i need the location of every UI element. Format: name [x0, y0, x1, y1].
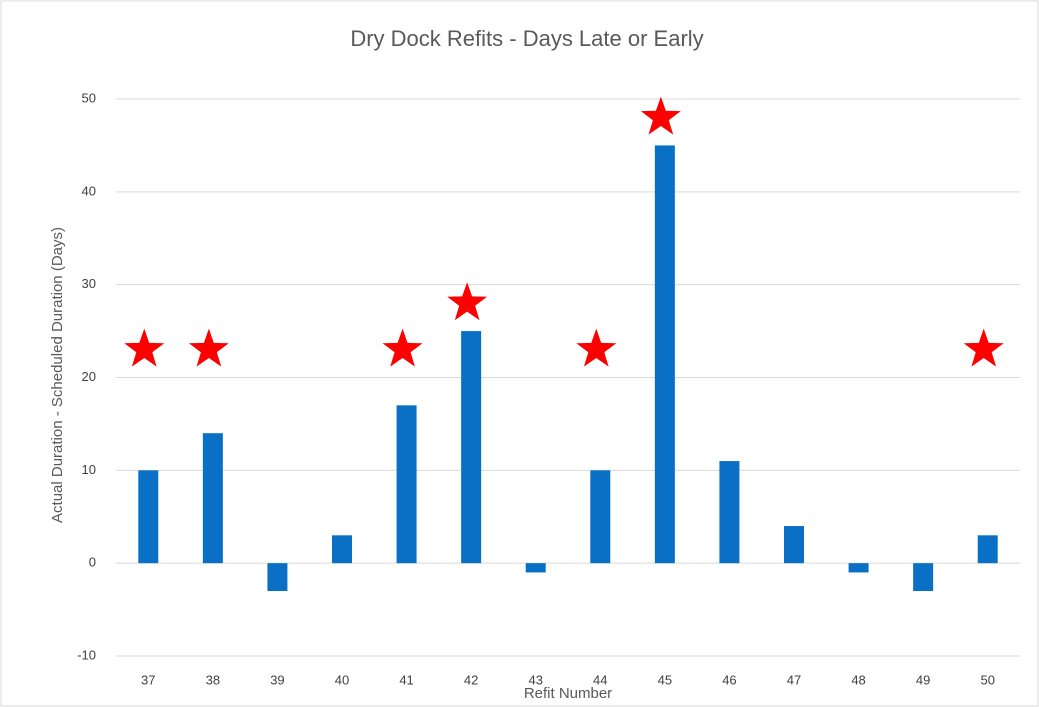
- x-tick-label: 44: [593, 672, 607, 687]
- bar: [977, 535, 998, 564]
- star-marker: [963, 328, 1004, 367]
- y-axis-label: Actual Duration - Scheduled Duration (Da…: [49, 227, 66, 523]
- x-tick-label: 40: [335, 672, 349, 687]
- bar: [202, 433, 223, 564]
- x-tick-label: 38: [206, 672, 220, 687]
- bar: [784, 526, 804, 564]
- y-tick-label: 30: [82, 276, 96, 291]
- y-tick-label: 40: [82, 183, 96, 198]
- x-tick-label: 50: [980, 672, 994, 687]
- y-tick-label: 0: [89, 555, 96, 570]
- x-tick-label: 47: [787, 672, 801, 687]
- x-tick-label: 46: [722, 672, 736, 687]
- chart-title: Dry Dock Refits - Days Late or Early: [350, 26, 703, 51]
- bar: [913, 563, 934, 592]
- bar: [654, 145, 675, 564]
- bar: [590, 470, 611, 564]
- y-tick-label: 10: [82, 462, 96, 477]
- star-marker: [382, 328, 423, 367]
- y-tick-label: 50: [82, 90, 96, 105]
- x-tick-label: 43: [528, 672, 542, 687]
- x-tick-label: 41: [399, 672, 413, 687]
- bar: [525, 563, 546, 573]
- bar: [719, 461, 740, 564]
- x-tick-label: 45: [658, 672, 672, 687]
- x-tick-label: 49: [916, 672, 930, 687]
- x-tick-label: 37: [141, 672, 155, 687]
- bar: [332, 535, 352, 564]
- x-axis-label: Refit Number: [524, 685, 612, 702]
- bar: [396, 405, 417, 564]
- bar: [461, 331, 482, 564]
- star-marker: [447, 282, 488, 321]
- star-marker: [576, 328, 617, 367]
- bar: [138, 470, 159, 564]
- x-tick-label: 39: [270, 672, 284, 687]
- x-tick-label: 48: [851, 672, 865, 687]
- x-tick-label: 42: [464, 672, 478, 687]
- star-marker: [640, 96, 681, 135]
- star-marker: [188, 328, 229, 367]
- bar: [848, 563, 869, 573]
- bar: [267, 563, 288, 592]
- y-tick-label: 20: [82, 369, 96, 384]
- star-marker: [124, 328, 165, 367]
- y-tick-label: -10: [77, 647, 96, 662]
